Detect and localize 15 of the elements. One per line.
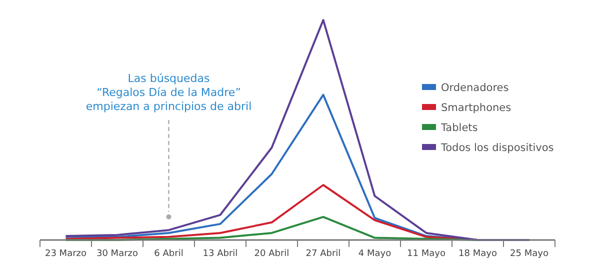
legend-label: Smartphones: [441, 102, 512, 114]
legend-label: Todos los dispositivos: [440, 142, 554, 154]
x-tick-label: 20 Abril: [254, 249, 290, 259]
annotation: Las búsquedas “Regalos Día de la Madre” empiezan a principios de abril: [86, 72, 252, 113]
legend-label: Tablets: [440, 122, 478, 134]
x-tick-label: 27 Abril: [306, 249, 341, 259]
x-tick-label: 6 Abril: [154, 249, 184, 259]
x-tick-label: 23 Marzo: [44, 249, 87, 259]
x-tick-label: 11 Mayo: [407, 249, 446, 259]
legend-label: Ordenadores: [441, 82, 509, 94]
x-tick-label: 18 Mayo: [458, 249, 498, 259]
x-tick-label: 30 Marzo: [96, 249, 138, 259]
x-tick-label: 13 Abril: [202, 249, 238, 259]
x-tick-label: 25 Mayo: [510, 249, 549, 259]
x-tick-label: 4 Mayo: [358, 249, 392, 259]
